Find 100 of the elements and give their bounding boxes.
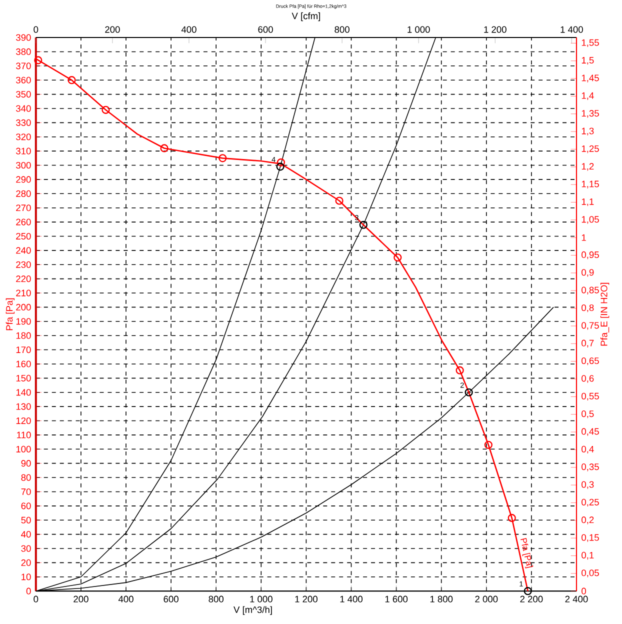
y-tick-label: 130 [16, 403, 31, 410]
y-tick-label: 270 [16, 204, 31, 212]
point [456, 366, 464, 374]
y2-tick-label: 0,45 [581, 428, 599, 436]
point [393, 253, 402, 262]
y-tick-label: 340 [16, 105, 31, 112]
y2-tick-label: 0,5 [581, 410, 594, 418]
x2-tick-label: 1 400 [560, 26, 583, 33]
x-tick-label: 2 400 [565, 596, 588, 602]
y-tick-label: 170 [16, 346, 31, 354]
x-tick-label: 1 000 [250, 596, 272, 602]
x-tick-label: 2 000 [475, 596, 498, 602]
point [67, 76, 76, 84]
y2-tick-label: 1,45 [582, 74, 599, 82]
y-tick-label: 330 [16, 119, 31, 126]
y2-tick-label: 0,95 [581, 251, 599, 260]
x-tick-label: 200 [73, 596, 88, 602]
x-tick-label: 800 [208, 596, 224, 602]
y-tick-label: 40 [20, 531, 31, 538]
y-tick-label: 190 [16, 318, 31, 325]
y2-tick-label: 0,55 [581, 392, 599, 401]
x-axis-title: V [m^3/h] [233, 606, 272, 615]
x2-axis-title: V [cfm] [292, 12, 320, 22]
y2-tick-label: 1,35 [582, 110, 599, 118]
point [508, 514, 516, 522]
y2-tick-label: 0,9 [581, 269, 594, 277]
y-tick-label: 360 [16, 76, 31, 84]
y-tick-label: 280 [16, 190, 31, 197]
y2-tick-label: 0,1 [581, 552, 594, 560]
y-tick-label: 90 [21, 460, 31, 467]
y2-tick-label: 1,55 [582, 39, 599, 47]
point [524, 587, 532, 596]
point [276, 158, 285, 166]
y-tick-label: 390 [16, 34, 31, 41]
y2-tick-label: 1,4 [582, 92, 594, 100]
y-tick-label: 160 [16, 360, 31, 368]
x-tick-label: 1 200 [295, 596, 318, 602]
y-tick-label: 70 [21, 488, 31, 496]
x-tick-label: 0 [33, 596, 38, 602]
y-tick-label: 260 [16, 218, 31, 226]
y2-tick-label: 0,2 [581, 516, 594, 524]
point [335, 196, 344, 205]
y-tick-label: 30 [21, 545, 31, 552]
y-tick-label: 290 [16, 176, 31, 183]
y-axis-title: Pfa [Pa] [6, 298, 14, 330]
x2-tick-label: 200 [104, 26, 120, 33]
x-tick-label: 1 400 [340, 596, 362, 602]
y2-tick-label: 1 [582, 234, 586, 241]
y2-tick-label: 0,05 [581, 570, 599, 578]
y2-tick-label: 1,05 [582, 216, 599, 224]
y2-tick-label: 0,85 [581, 286, 599, 294]
text: Pfa [Pa] [520, 538, 534, 568]
y2-tick-label: 1,3 [582, 128, 594, 136]
x2-tick-label: 0 [33, 26, 38, 33]
point [484, 440, 492, 449]
point [34, 56, 42, 64]
point [101, 106, 110, 114]
y-tick-label: 250 [16, 232, 31, 240]
y2-tick-label: 1,1 [582, 198, 594, 206]
y-tick-label: 240 [16, 247, 31, 254]
x-tick-label: 1 600 [385, 596, 408, 602]
y2-tick-label: 0,7 [581, 340, 594, 348]
point [276, 162, 284, 171]
y-tick-label: 100 [16, 446, 31, 452]
point [160, 144, 168, 152]
x2-tick-label: 1 200 [484, 26, 506, 33]
y-tick-label: 20 [21, 559, 31, 566]
y-tick-label: 320 [16, 134, 31, 140]
y-tick-label: 230 [16, 261, 31, 268]
x2-tick-label: 600 [258, 26, 273, 33]
x2-tick-label: 1 000 [407, 26, 430, 33]
y2-tick-label: 0,35 [581, 464, 599, 472]
y2-tick-label: 0,25 [581, 498, 599, 507]
y2-tick-label: 0,65 [581, 357, 599, 366]
y-tick-label: 370 [16, 62, 31, 70]
x-tick-label: 1 800 [430, 596, 452, 602]
y-tick-label: 380 [16, 48, 31, 55]
y-tick-label: 310 [16, 148, 31, 154]
y-tick-label: 150 [16, 374, 31, 382]
y-tick-label: 210 [16, 290, 31, 296]
y2-tick-label: 0,3 [581, 481, 594, 489]
y-tick-label: 80 [21, 474, 31, 481]
y2-tick-label: 0,6 [581, 375, 594, 383]
x-tick-label: 600 [164, 596, 178, 602]
y-tick-label: 300 [16, 162, 31, 169]
y-tick-label: 350 [16, 91, 31, 98]
x-tick-label: 2 200 [520, 596, 543, 602]
y-tick-label: 110 [16, 432, 31, 438]
point [464, 388, 473, 396]
y-tick-label: 60 [21, 502, 31, 510]
y-tick-label: 220 [16, 276, 31, 282]
y-tick-label: 200 [16, 304, 31, 310]
y2-tick-label: 0,15 [581, 534, 599, 542]
x2-tick-label: 400 [181, 26, 196, 33]
y-tick-label: 120 [16, 417, 31, 424]
x-tick-label: 400 [118, 596, 134, 602]
y-tick-label: 10 [21, 574, 31, 580]
y2-tick-label: 0,75 [581, 322, 599, 330]
y2-tick-label: 1,15 [582, 180, 599, 188]
y2-tick-label: 1,5 [582, 57, 594, 65]
